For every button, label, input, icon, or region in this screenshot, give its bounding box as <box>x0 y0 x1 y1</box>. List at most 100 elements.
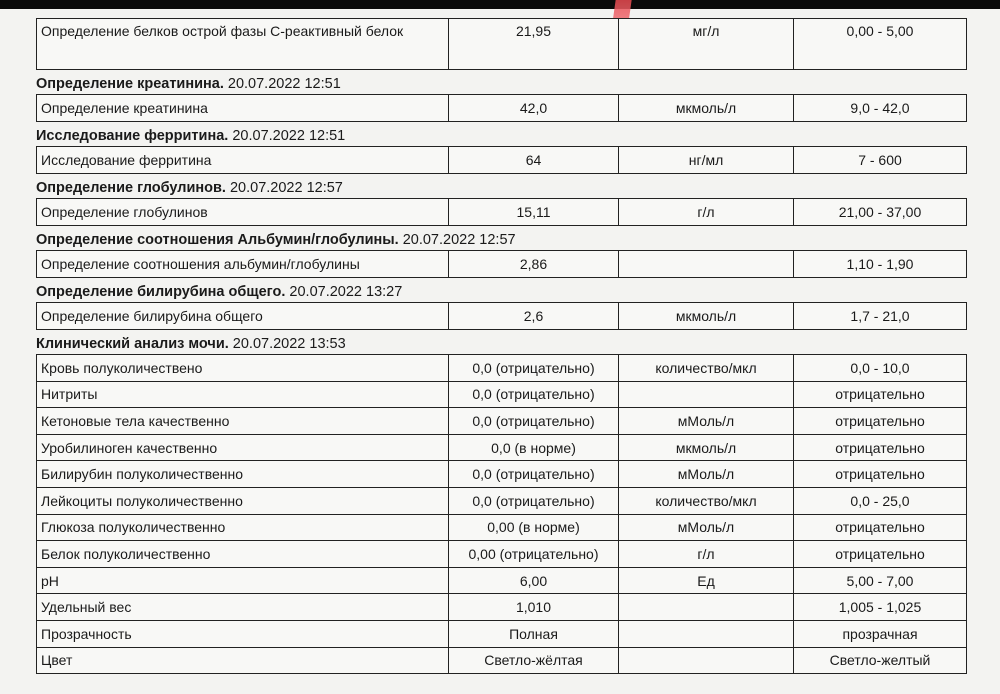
section-header: Определение соотношения Альбумин/глобули… <box>36 230 966 250</box>
test-name: Удельный вес <box>36 593 449 621</box>
reference-range: 0,0 - 10,0 <box>793 354 967 382</box>
reference-range: 9,0 - 42,0 <box>793 94 967 122</box>
table-row: Цвет Светло-жёлтая Светло-желтый <box>36 646 967 675</box>
section-title: Клинический анализ мочи. <box>36 336 229 352</box>
unit: мкмоль/л <box>618 302 794 330</box>
reference-range: отрицательно <box>793 513 967 542</box>
results-table: Определение соотношения альбумин/глобули… <box>36 250 967 278</box>
section-date: 20.07.2022 13:27 <box>289 284 403 300</box>
table-row: Удельный вес 1,010 1,005 - 1,025 <box>36 593 967 621</box>
unit <box>618 250 794 278</box>
test-name: Кровь полуколичествено <box>36 354 449 382</box>
unit: количество/мкл <box>618 486 794 515</box>
results-table: Кровь полуколичествено 0,0 (отрицательно)… <box>36 354 967 675</box>
result-value: 0,0 (отрицательно) <box>448 407 619 435</box>
reference-range: отрицательно <box>793 540 967 568</box>
unit: количество/мкл <box>618 354 794 382</box>
test-name: Глюкоза полуколичественно <box>36 513 449 542</box>
unit: г/л <box>618 198 794 226</box>
section-header: Исследование ферритина. 20.07.2022 12:51 <box>36 126 966 146</box>
test-name: Нитриты <box>36 380 449 409</box>
table-row: Белок полуколичественно 0,00 (отрицательн… <box>36 540 967 568</box>
result-value: 0,0 (отрицательно) <box>448 380 619 409</box>
result-value: 0,0 (отрицательно) <box>448 460 619 488</box>
result-value: 2,6 <box>448 302 619 330</box>
unit: мМоль/л <box>618 407 794 435</box>
reference-range: 5,00 - 7,00 <box>793 566 967 595</box>
test-name: Исследование ферритина <box>36 146 449 174</box>
test-name: Определение белков острой фазы С-реактив… <box>36 18 449 70</box>
results-table: Определение билирубина общего 2,6 мкмоль/л… <box>36 302 967 330</box>
test-name: Прозрачность <box>36 619 449 648</box>
test-name: Билирубин полуколичественно <box>36 460 449 488</box>
results-table: Определение белков острой фазы С-реактив… <box>36 18 967 70</box>
unit <box>618 619 794 648</box>
unit: мкмоль/л <box>618 433 794 462</box>
test-name: Определение соотношения альбумин/глобули… <box>36 250 449 278</box>
reference-range: отрицательно <box>793 433 967 462</box>
unit: нг/мл <box>618 146 794 174</box>
table-row: Кетоновые тела качественно 0,0 (отрицател… <box>36 407 967 435</box>
result-value: 64 <box>448 146 619 174</box>
result-value: 2,86 <box>448 250 619 278</box>
test-name: pH <box>36 566 449 595</box>
section-header: Определение глобулинов. 20.07.2022 12:57 <box>36 178 966 198</box>
section-date: 20.07.2022 13:53 <box>232 336 346 352</box>
reference-range: 1,005 - 1,025 <box>793 593 967 621</box>
result-value: 0,0 (отрицательно) <box>448 354 619 382</box>
reference-range: Светло-желтый <box>793 646 967 675</box>
reference-range: 1,7 - 21,0 <box>793 302 967 330</box>
test-name: Лейкоциты полуколичественно <box>36 486 449 515</box>
results-table: Исследование ферритина 64 нг/мл 7 - 600 <box>36 146 967 174</box>
reference-range: 0,00 - 5,00 <box>793 18 967 70</box>
result-value: 1,010 <box>448 593 619 621</box>
unit: мг/л <box>618 18 794 70</box>
test-name: Определение креатинина <box>36 94 449 122</box>
reference-range: отрицательно <box>793 407 967 435</box>
section-title: Определение креатинина. <box>36 76 224 92</box>
section-date: 20.07.2022 12:57 <box>402 232 516 248</box>
section-header: Определение креатинина. 20.07.2022 12:51 <box>36 74 966 94</box>
test-name: Белок полуколичественно <box>36 540 449 568</box>
unit: г/л <box>618 540 794 568</box>
section-header: Клинический анализ мочи. 20.07.2022 13:5… <box>36 334 966 354</box>
lab-results-document: Определение белков острой фазы С-реактив… <box>36 18 967 675</box>
section-title: Определение билирубина общего. <box>36 284 286 300</box>
table-row: Определение соотношения альбумин/глобули… <box>36 250 967 278</box>
results-table: Определение креатинина 42,0 мкмоль/л 9,0 - … <box>36 94 967 122</box>
test-name: Цвет <box>36 646 449 675</box>
unit: Ед <box>618 566 794 595</box>
section-title: Определение глобулинов. <box>36 180 226 196</box>
result-value: 6,00 <box>448 566 619 595</box>
result-value: 0,0 (в норме) <box>448 433 619 462</box>
test-name: Кетоновые тела качественно <box>36 407 449 435</box>
reference-range: 7 - 600 <box>793 146 967 174</box>
section-header: Определение билирубина общего. 20.07.202… <box>36 282 966 302</box>
results-table: Определение глобулинов 15,11 г/л 21,00 - 37… <box>36 198 967 226</box>
table-row: Определение креатинина 42,0 мкмоль/л 9,0 - … <box>36 94 967 122</box>
table-row: Кровь полуколичествено 0,0 (отрицательно)… <box>36 354 967 382</box>
unit <box>618 593 794 621</box>
result-value: Полная <box>448 619 619 648</box>
table-row: Билирубин полуколичественно 0,0 (отрицате… <box>36 460 967 488</box>
table-row: Прозрачность Полная прозрачная <box>36 619 967 648</box>
table-row: Определение глобулинов 15,11 г/л 21,00 - 37… <box>36 198 967 226</box>
table-row: Определение белков острой фазы С-реактив… <box>36 18 967 70</box>
table-row: Лейкоциты полуколичественно 0,0 (отрицате… <box>36 486 967 515</box>
unit: мМоль/л <box>618 513 794 542</box>
test-name: Уробилиноген качественно <box>36 433 449 462</box>
table-row: Исследование ферритина 64 нг/мл 7 - 600 <box>36 146 967 174</box>
section-date: 20.07.2022 12:51 <box>232 128 346 144</box>
unit <box>618 380 794 409</box>
result-value: Светло-жёлтая <box>448 646 619 675</box>
reference-range: 0,0 - 25,0 <box>793 486 967 515</box>
result-value: 42,0 <box>448 94 619 122</box>
section-date: 20.07.2022 12:57 <box>229 180 343 196</box>
table-row: Нитриты 0,0 (отрицательно) отрицательно <box>36 380 967 409</box>
result-value: 15,11 <box>448 198 619 226</box>
unit: мкмоль/л <box>618 94 794 122</box>
result-value: 21,95 <box>448 18 619 70</box>
table-row: Определение билирубина общего 2,6 мкмоль/л… <box>36 302 967 330</box>
test-name: Определение билирубина общего <box>36 302 449 330</box>
table-row: pH 6,00 Ед 5,00 - 7,00 <box>36 566 967 595</box>
